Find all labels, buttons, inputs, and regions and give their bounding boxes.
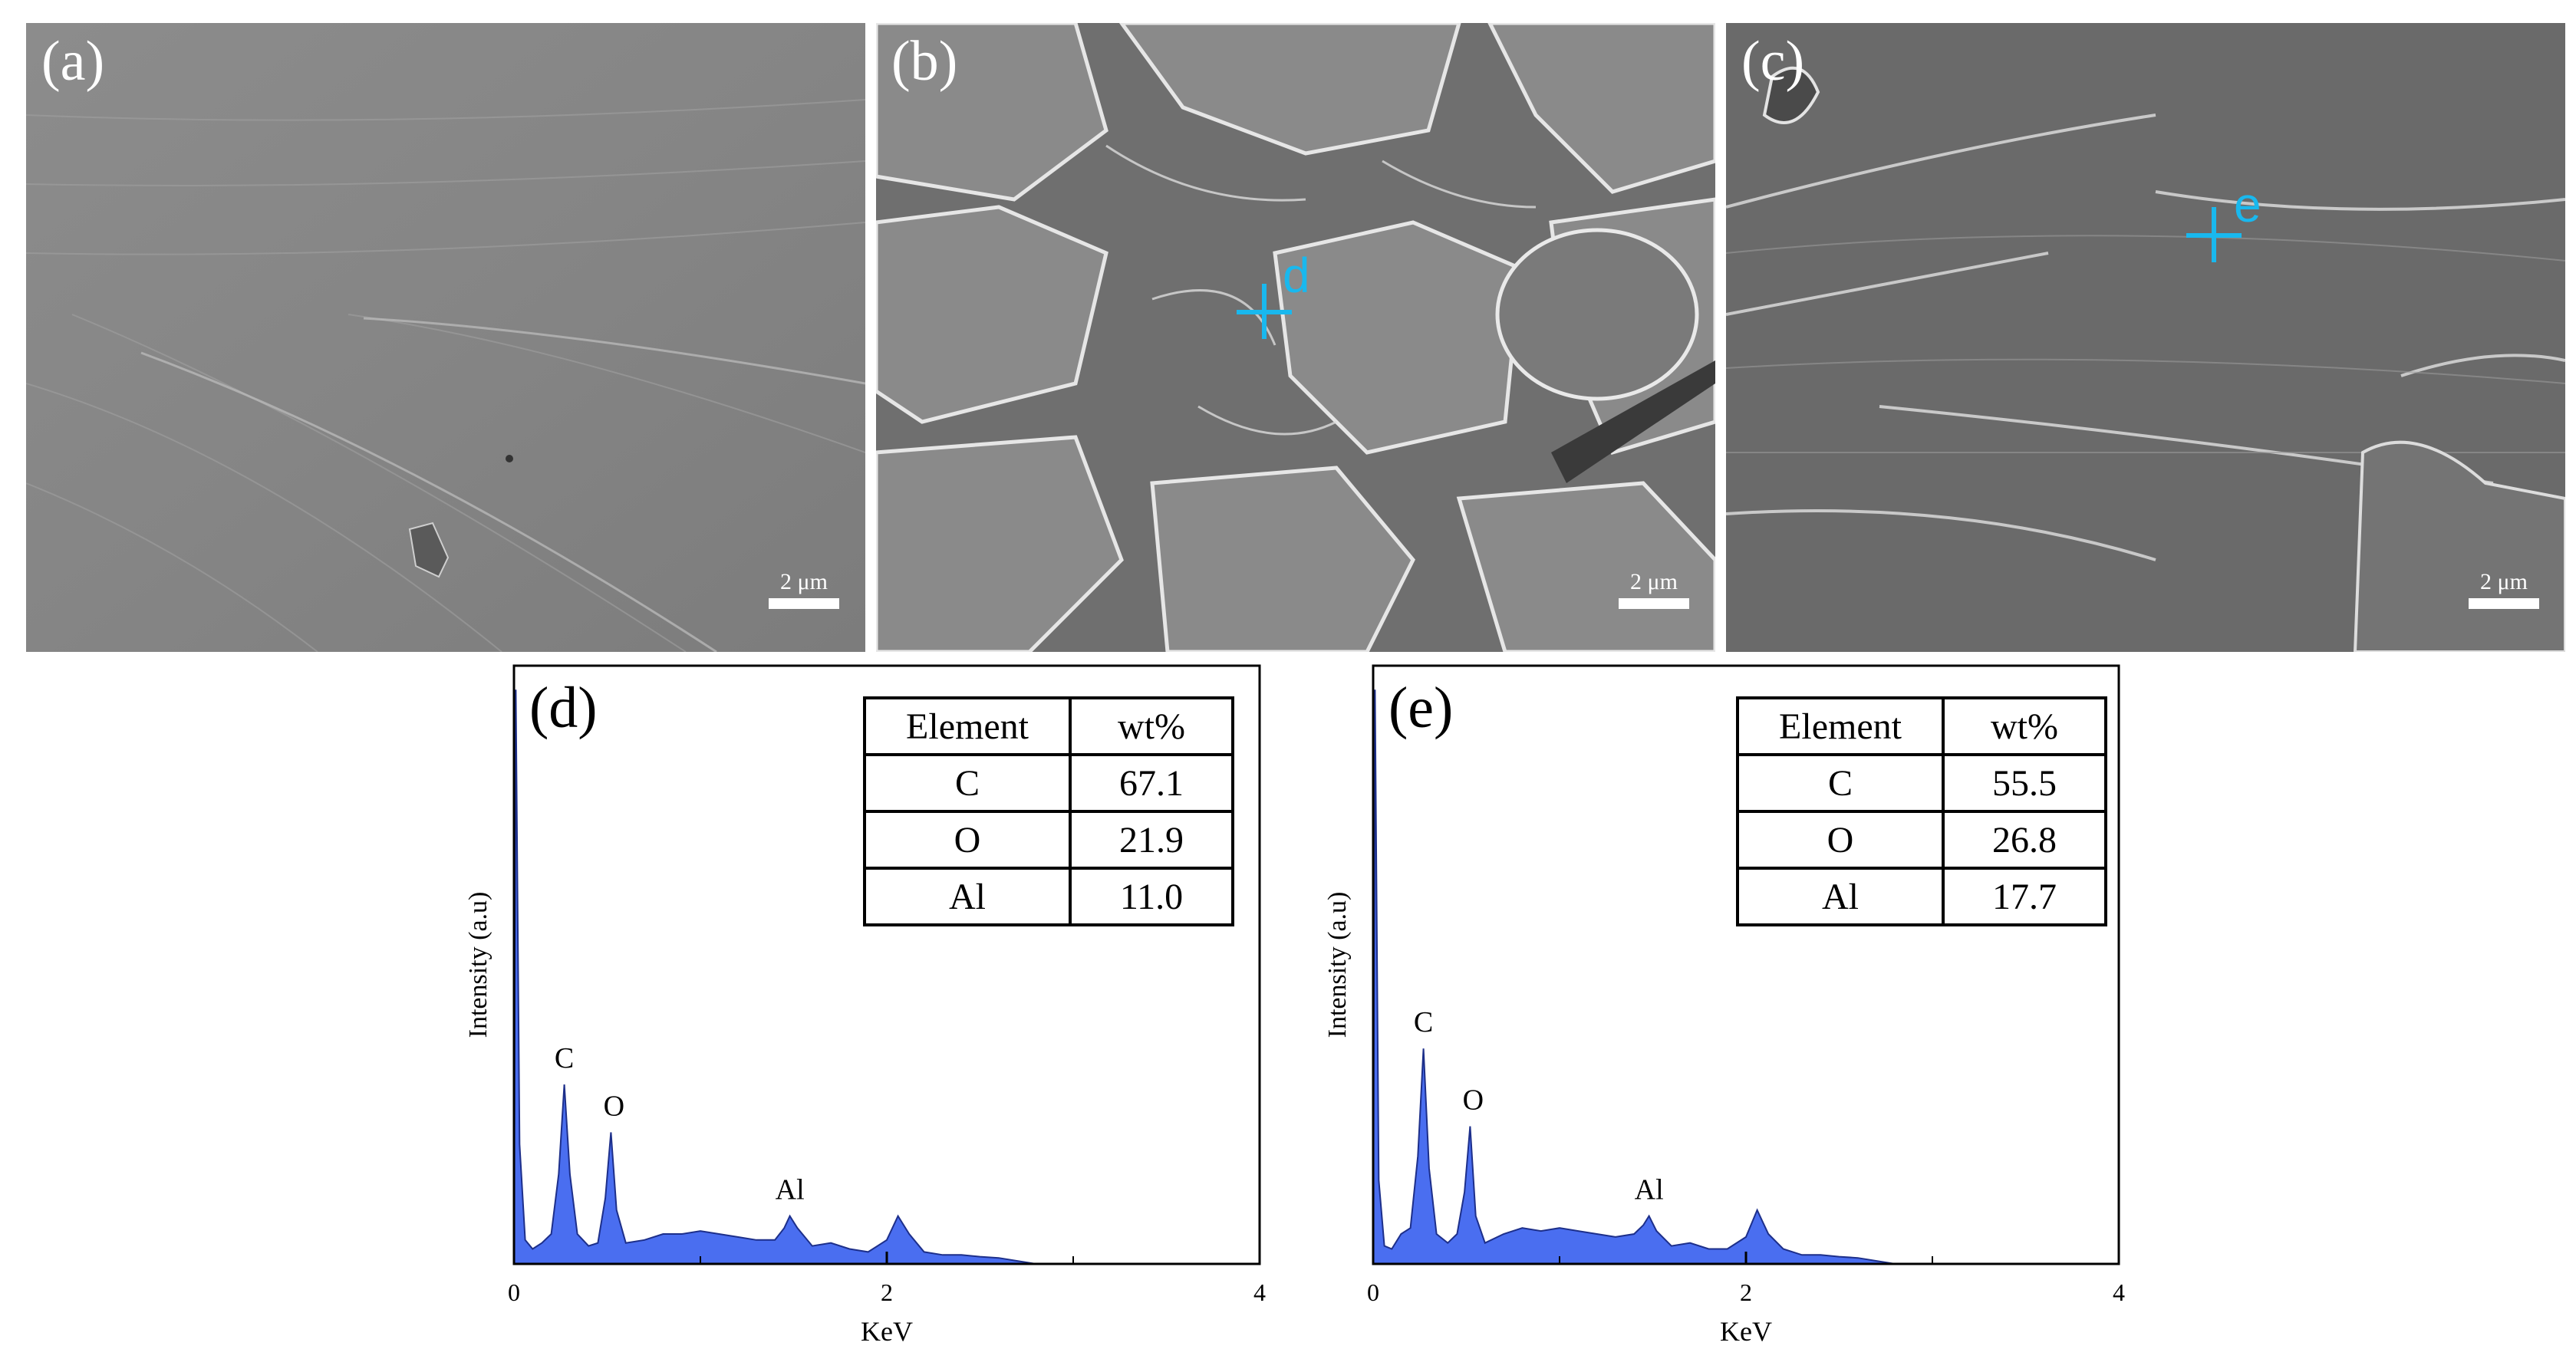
scale-bar-a — [769, 598, 839, 609]
table-cell-wt: 26.8 — [1942, 810, 2107, 870]
sem-image-a — [26, 23, 865, 652]
sem-panel-c: (c) e 2 μm — [1726, 23, 2565, 652]
scale-bar-b — [1619, 598, 1689, 609]
table-cell-wt: 11.0 — [1069, 867, 1234, 926]
y-axis-label: Intensity (a.u) — [464, 892, 492, 1038]
peak-label-c: C — [1414, 1006, 1433, 1038]
table-cell-wt: 67.1 — [1069, 753, 1234, 813]
x-tick-label: 4 — [1253, 1278, 1266, 1306]
crosshair-d-vertical — [1262, 284, 1267, 339]
table-cell-element: Al — [863, 867, 1072, 926]
table-header-row: Element wt% — [863, 696, 1234, 756]
composition-table-d: Element wt% C 67.1 O 21.9 Al 11.0 — [863, 696, 1234, 926]
eds-chart-d: 0 2 4 C O Al KeV Intensity (a.u) (d) Element wt… — [430, 660, 1289, 1350]
x-tick-label: 0 — [1367, 1278, 1379, 1306]
x-tick-label: 4 — [2113, 1278, 2125, 1306]
y-axis-label: Intensity (a.u) — [1323, 892, 1352, 1038]
scale-bar-c — [2469, 598, 2539, 609]
sem-image-b — [876, 23, 1715, 652]
sem-panel-a: (a) 2 μm — [26, 23, 865, 652]
table-header-row: Element wt% — [1736, 696, 2107, 756]
x-tick-label: 2 — [881, 1278, 893, 1306]
table-row: Al 11.0 — [863, 867, 1234, 926]
spectrum-area — [1372, 689, 2119, 1265]
table-header-element: Element — [863, 696, 1072, 756]
table-cell-element: Al — [1736, 867, 1945, 926]
peak-label-al: Al — [1635, 1174, 1664, 1206]
peak-label-o: O — [1463, 1084, 1484, 1117]
panel-label-a: (a) — [41, 30, 105, 93]
composition-table-e: Element wt% C 55.5 O 26.8 Al 17.7 — [1736, 696, 2107, 926]
table-header-element: Element — [1736, 696, 1945, 756]
table-cell-wt: 17.7 — [1942, 867, 2107, 926]
scale-label-b: 2 μm — [1630, 569, 1678, 594]
peak-label-c: C — [555, 1042, 574, 1074]
table-cell-element: C — [863, 753, 1072, 813]
x-tick-label: 0 — [508, 1278, 520, 1306]
eds-chart-e: 0 2 4 C O Al KeV Intensity (a.u) (e) Element wt… — [1289, 660, 2148, 1350]
sem-panel-b: (b) d 2 μm — [876, 23, 1715, 652]
peak-label-al: Al — [776, 1174, 805, 1206]
peak-label-o: O — [604, 1090, 624, 1122]
spectrum-area — [512, 689, 1260, 1265]
scale-label-a: 2 μm — [780, 569, 828, 594]
table-cell-element: O — [863, 810, 1072, 870]
table-row: C 55.5 — [1736, 753, 2107, 813]
table-header-wt: wt% — [1942, 696, 2107, 756]
panel-label-c: (c) — [1741, 30, 1805, 93]
table-row: O 21.9 — [863, 810, 1234, 870]
chart-panel-label-e: (e) — [1388, 676, 1454, 740]
table-cell-wt: 55.5 — [1942, 753, 2107, 813]
chart-panel-label-d: (d) — [529, 676, 598, 740]
table-header-wt: wt% — [1069, 696, 1234, 756]
crosshair-e-vertical — [2212, 207, 2216, 262]
table-row: O 26.8 — [1736, 810, 2107, 870]
table-row: C 67.1 — [863, 753, 1234, 813]
x-tick-label: 2 — [1740, 1278, 1752, 1306]
sem-image-c — [1726, 23, 2565, 652]
marker-label-e: e — [2234, 177, 2261, 232]
table-row: Al 17.7 — [1736, 867, 2107, 926]
x-axis-label: KeV — [1720, 1316, 1772, 1347]
scale-label-c: 2 μm — [2480, 569, 2528, 594]
table-cell-element: O — [1736, 810, 1945, 870]
panel-label-b: (b) — [891, 30, 958, 93]
table-cell-wt: 21.9 — [1069, 810, 1234, 870]
x-axis-label: KeV — [861, 1316, 913, 1347]
marker-label-d: d — [1283, 248, 1310, 303]
table-cell-element: C — [1736, 753, 1945, 813]
